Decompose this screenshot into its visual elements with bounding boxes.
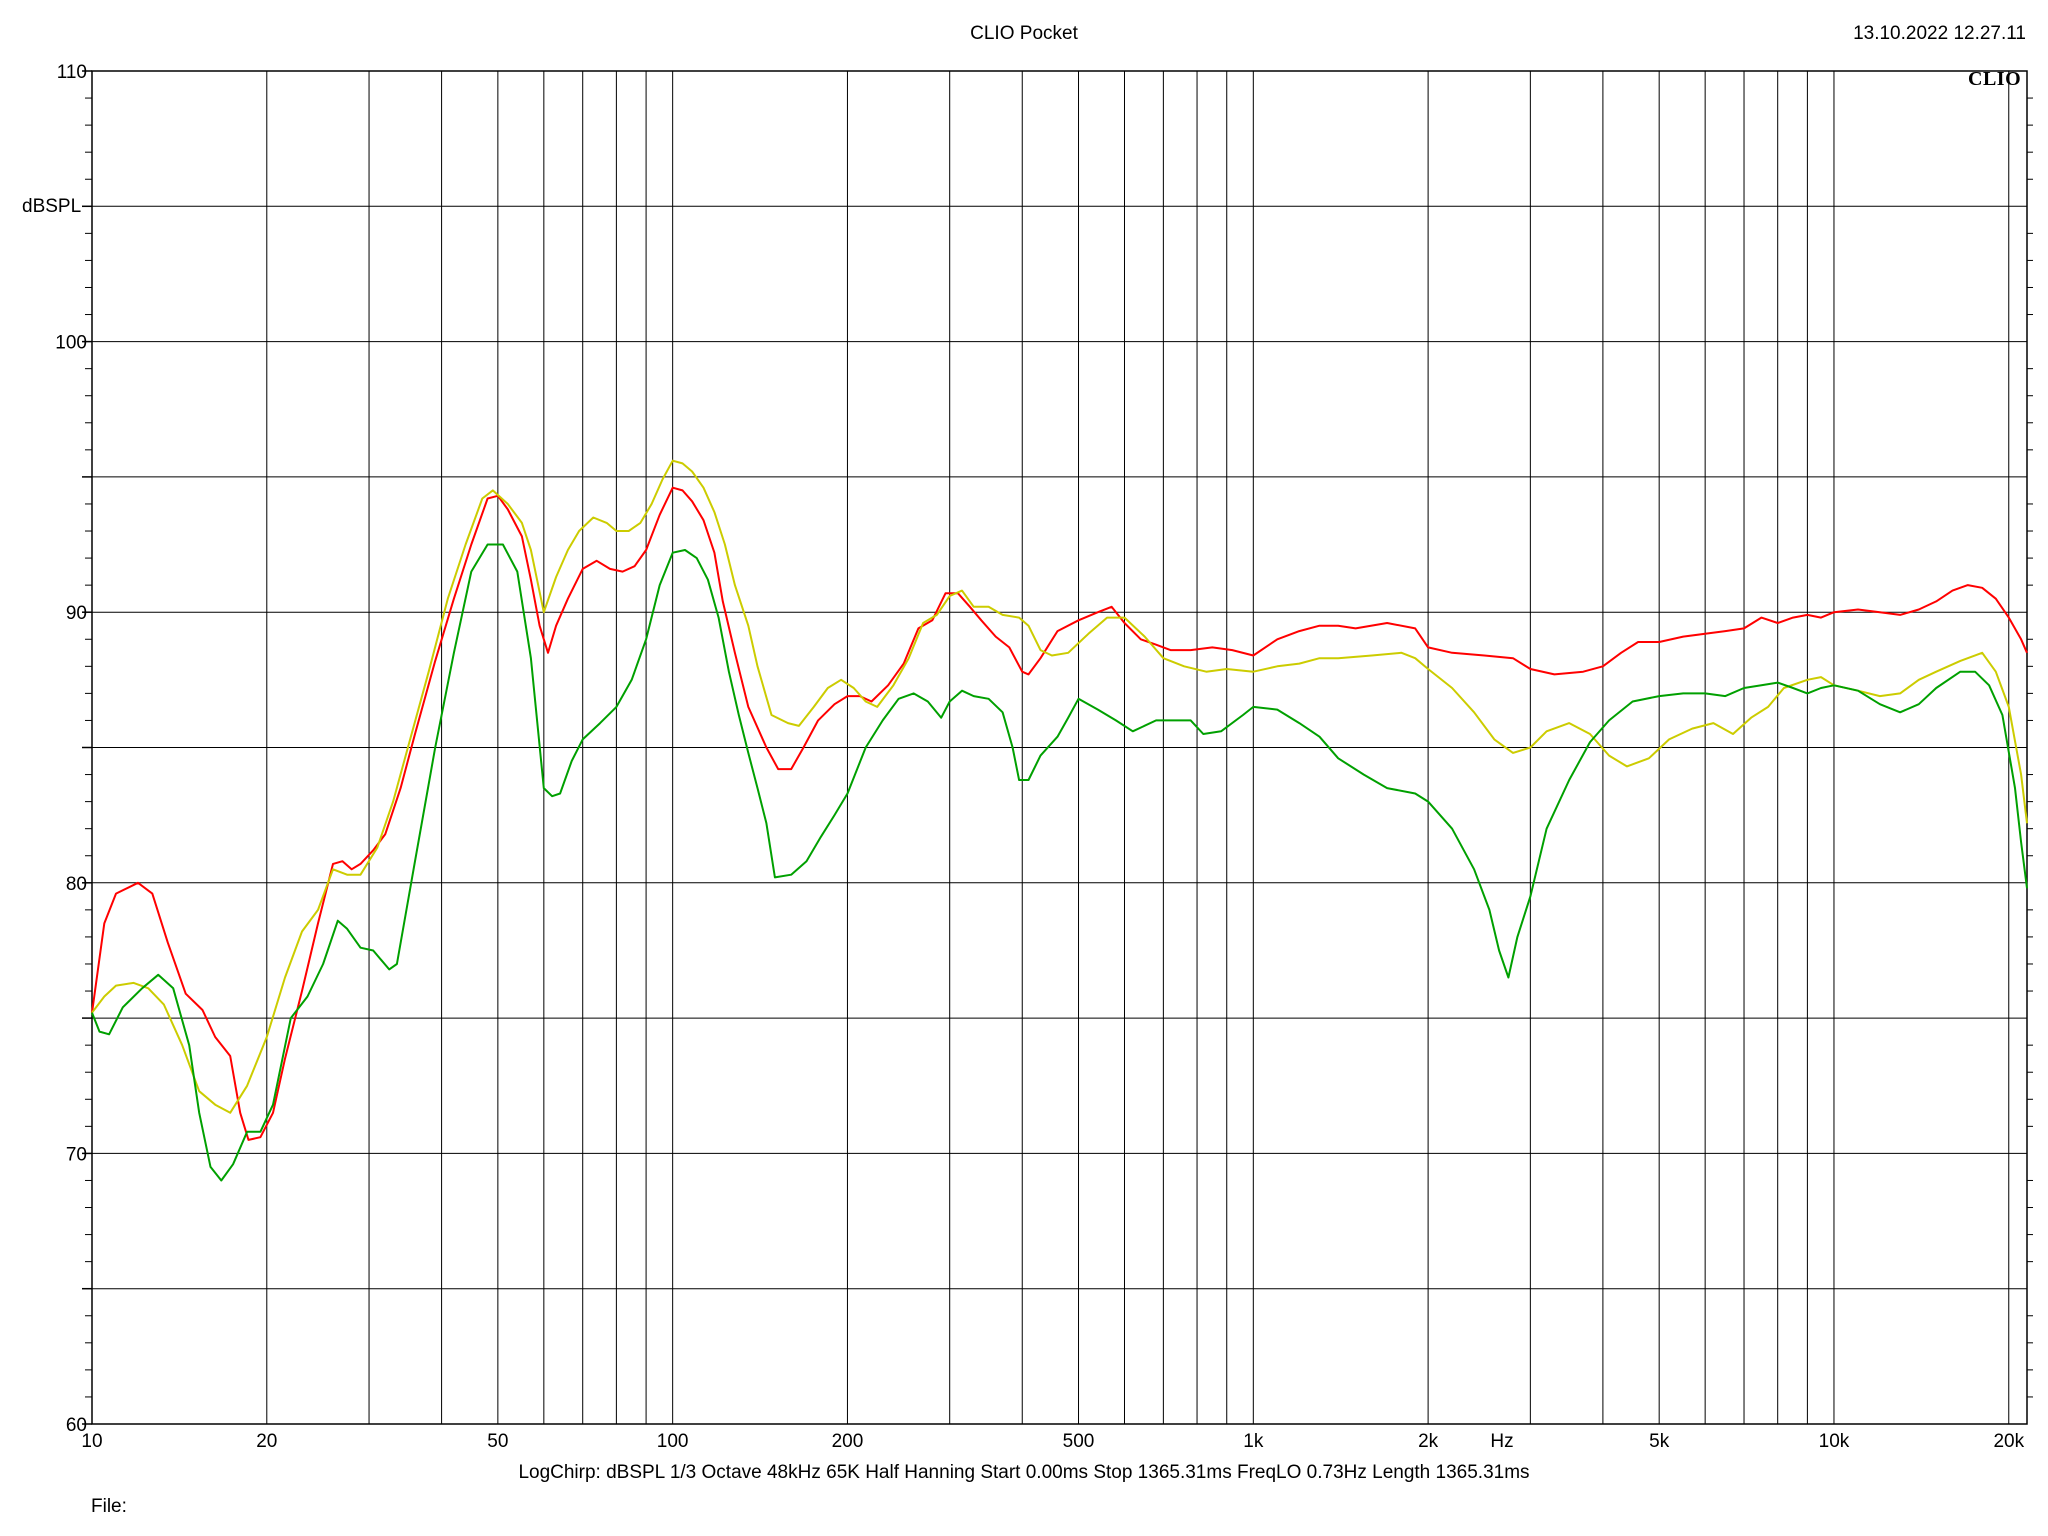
y-tick-label: 90	[66, 603, 87, 624]
y-tick-label: 60	[66, 1415, 87, 1436]
x-tick-label: 20k	[1993, 1431, 2024, 1452]
grid	[92, 71, 2027, 1424]
x-tick-label: 20	[256, 1431, 277, 1452]
series-line-1	[91, 486, 2028, 1141]
series-line-3	[91, 543, 2028, 1182]
x-tick-label: 100	[657, 1431, 689, 1452]
x-tick-label: 5k	[1649, 1431, 1670, 1452]
y-tick-label: 110	[57, 62, 87, 83]
axis-labels: 60 70 80 90 100 110 10 20 50 100 200 500 1k 2k 5k 10k 20…	[22, 62, 2025, 1452]
x-axis-label: Hz	[1490, 1431, 1513, 1452]
file-label: File:	[91, 1496, 127, 1517]
clio-logo-text: CLIO	[1968, 68, 2022, 90]
measurement-settings: LogChirp: dBSPL 1/3 Octave 48kHz 65K Hal…	[518, 1462, 1530, 1483]
y-axis-label: dBSPL	[22, 196, 81, 217]
tick-marks	[82, 70, 2033, 1425]
x-tick-label: 200	[832, 1431, 864, 1452]
series-line-2	[91, 459, 2028, 1114]
x-tick-label: 500	[1063, 1431, 1095, 1452]
y-tick-label: 80	[66, 874, 87, 895]
chart-title: CLIO Pocket	[970, 23, 1078, 44]
x-tick-label: 50	[487, 1431, 508, 1452]
x-tick-label: 10k	[1819, 1431, 1850, 1452]
x-tick-label: 2k	[1418, 1431, 1439, 1452]
series-lines	[91, 459, 2028, 1182]
timestamp: 13.10.2022 12.27.11	[1853, 23, 2026, 44]
y-tick-label: 100	[55, 333, 87, 354]
x-tick-label: 10	[81, 1431, 102, 1452]
x-tick-label: 1k	[1243, 1431, 1264, 1452]
y-tick-label: 70	[66, 1144, 87, 1165]
